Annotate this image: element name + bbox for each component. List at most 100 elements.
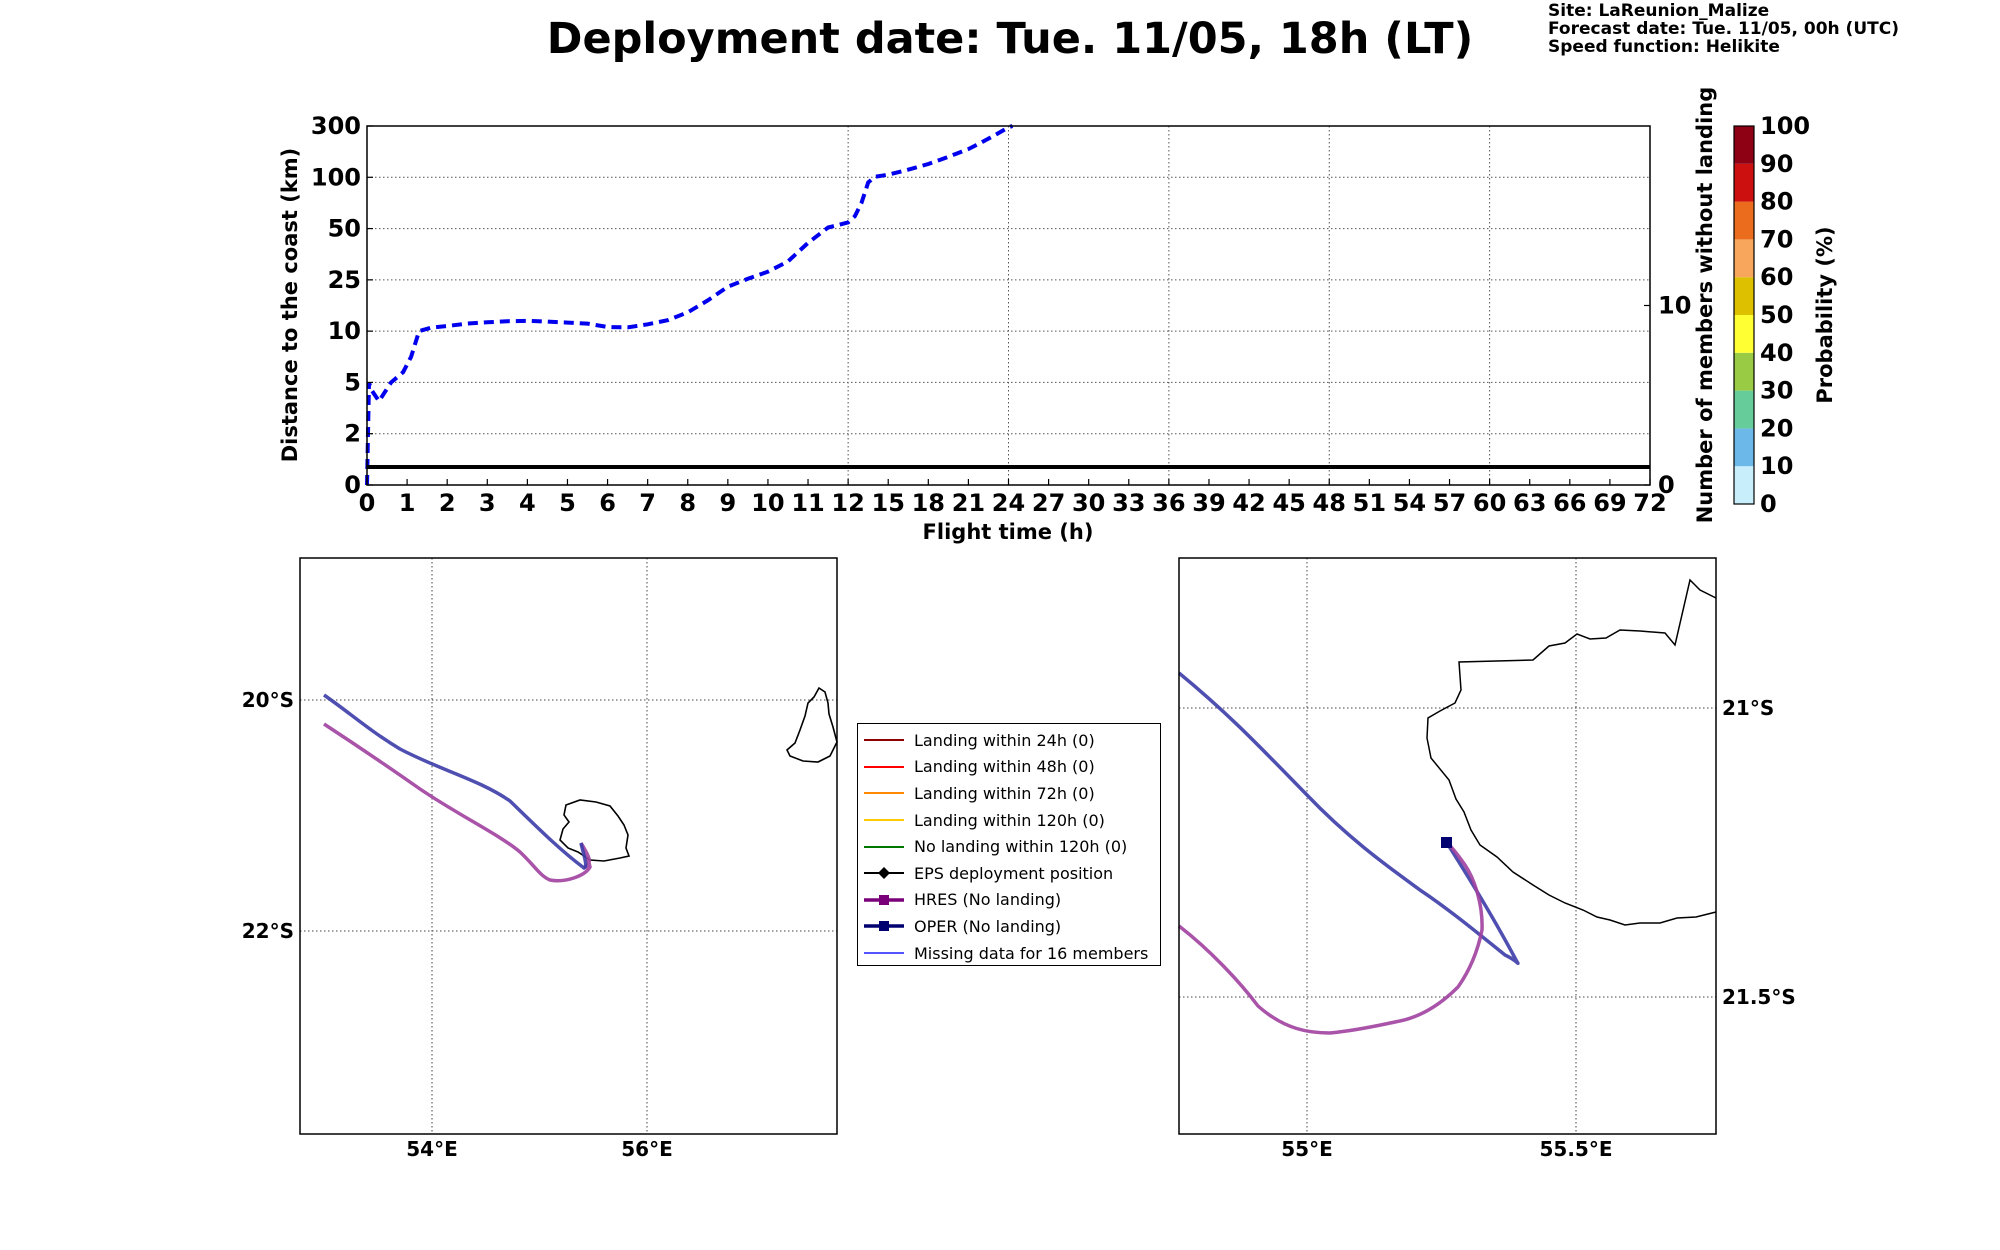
oper-track-overview bbox=[323, 693, 588, 871]
x-tick-label: 57 bbox=[1433, 489, 1466, 517]
mauritius-coastline bbox=[786, 686, 838, 763]
x-tick-label: 45 bbox=[1272, 489, 1305, 517]
legend-swatch bbox=[864, 765, 904, 768]
colorbar-tick-label: 60 bbox=[1760, 263, 1793, 291]
map-legend: Landing within 24h (0) Landing within 48h… bbox=[857, 723, 1161, 966]
x-tick-label: 7 bbox=[639, 489, 656, 517]
site-label: Site: LaReunion_Malize bbox=[1548, 1, 1770, 21]
x-tick-label: 27 bbox=[1032, 489, 1065, 517]
x-tick-label: 51 bbox=[1353, 489, 1386, 517]
lon-label-54e: 54°E bbox=[406, 1137, 458, 1161]
y-tick-label: 2 bbox=[344, 420, 361, 448]
colorbar-tick-label: 20 bbox=[1760, 414, 1793, 442]
legend-item: No landing within 120h (0) bbox=[858, 833, 1160, 860]
y-tick-label: 10 bbox=[328, 317, 361, 345]
legend-label: HRES (No landing) bbox=[914, 890, 1062, 910]
x-tick-label: 10 bbox=[751, 489, 784, 517]
x-tick-label: 6 bbox=[599, 489, 616, 517]
x-tick-label: 72 bbox=[1633, 489, 1666, 517]
colorbar-cell bbox=[1734, 163, 1754, 202]
lat-label-21s: 21°S bbox=[1722, 696, 1774, 720]
speed-function-label: Speed function: Helikite bbox=[1548, 37, 1780, 57]
legend-item: OPER (No landing) bbox=[858, 913, 1160, 940]
legend-swatch bbox=[864, 867, 904, 880]
x-tick-label: 0 bbox=[359, 489, 376, 517]
y2-tick-label: 0 bbox=[1658, 471, 1675, 499]
distance-series-line bbox=[365, 124, 1014, 486]
x-tick-label: 36 bbox=[1152, 489, 1185, 517]
forecast-date-label: Forecast date: Tue. 11/05, 00h (UTC) bbox=[1548, 19, 1899, 39]
legend-item: Landing within 48h (0) bbox=[858, 754, 1160, 781]
oper-track-zoom bbox=[1177, 671, 1520, 966]
legend-swatch bbox=[864, 792, 904, 795]
y-tick-label: 25 bbox=[328, 266, 361, 294]
x-tick-label: 8 bbox=[679, 489, 696, 517]
colorbar-tick-labels: 0 10 20 30 40 50 60 70 80 90 100 bbox=[1760, 112, 1810, 518]
legend-square-marker bbox=[879, 921, 889, 932]
legend-item: Landing within 120h (0) bbox=[858, 807, 1160, 834]
lat-label-21-5s: 21.5°S bbox=[1722, 985, 1796, 1009]
legend-swatch bbox=[864, 894, 904, 905]
x-tick-label: 33 bbox=[1112, 489, 1145, 517]
distance-chart: 0 1 2 3 4 5 6 7 8 9 10 11 12 15 18 21 24 27 30 33 36 39 42 45 48… bbox=[278, 87, 1717, 544]
lat-label-20s: 20°S bbox=[242, 688, 294, 712]
colorbar-tick-label: 70 bbox=[1760, 225, 1793, 253]
legend-swatch bbox=[864, 952, 904, 955]
x-tick-label: 30 bbox=[1072, 489, 1105, 517]
y2-tick-label: 10 bbox=[1658, 292, 1691, 320]
x-tick-label: 18 bbox=[912, 489, 945, 517]
y-tick-label: 0 bbox=[344, 471, 361, 499]
colorbar-cells bbox=[1734, 126, 1754, 504]
hres-track-zoom bbox=[1177, 841, 1484, 1035]
lat-label-22s: 22°S bbox=[242, 919, 294, 943]
lon-label-55e: 55°E bbox=[1281, 1137, 1333, 1161]
legend-swatch bbox=[864, 845, 904, 848]
colorbar-tick-label: 100 bbox=[1760, 112, 1810, 140]
colorbar-cell bbox=[1734, 277, 1754, 315]
colorbar-tick-label: 0 bbox=[1760, 490, 1777, 518]
overview-map: 54°E 56°E 20°S 22°S bbox=[242, 557, 838, 1161]
colorbar-frame bbox=[1733, 125, 1755, 505]
x-tick-label: 48 bbox=[1313, 489, 1346, 517]
distance-grid bbox=[367, 126, 1650, 485]
lon-label-55-5e: 55.5°E bbox=[1539, 1137, 1612, 1161]
x-tick-label: 42 bbox=[1232, 489, 1265, 517]
legend-swatch bbox=[864, 921, 904, 932]
forecast-info: Site: LaReunion_Malize Forecast date: Tu… bbox=[1548, 2, 1899, 56]
legend-diamond-marker bbox=[878, 867, 890, 880]
colorbar-cell bbox=[1734, 428, 1754, 467]
legend-label: No landing within 120h (0) bbox=[914, 837, 1128, 857]
legend-label: Landing within 120h (0) bbox=[914, 810, 1105, 830]
colorbar-cell bbox=[1734, 239, 1754, 278]
x-tick-label: 63 bbox=[1513, 489, 1546, 517]
y-axis-label: Distance to the coast (km) bbox=[278, 148, 302, 463]
zoom-map: 55°E 55.5°E 21°S 21.5°S bbox=[1177, 557, 1796, 1161]
legend-item: HRES (No landing) bbox=[858, 887, 1160, 914]
colorbar-label: Probability (%) bbox=[1813, 226, 1837, 403]
legend-item: Landing within 24h (0) bbox=[858, 727, 1160, 754]
legend-label: Landing within 72h (0) bbox=[914, 783, 1095, 803]
x-tick-label: 69 bbox=[1593, 489, 1626, 517]
colorbar-tick-label: 80 bbox=[1760, 188, 1793, 216]
x-tick-labels: 0 1 2 3 4 5 6 7 8 9 10 11 12 15 18 21 24 27 30 33 36 39 42 45 48… bbox=[359, 479, 1667, 517]
legend-label: EPS deployment position bbox=[914, 863, 1114, 883]
x-tick-label: 15 bbox=[872, 489, 905, 517]
colorbar-cell bbox=[1734, 466, 1754, 504]
overview-map-grid bbox=[300, 558, 837, 1134]
colorbar-tick-label: 10 bbox=[1760, 452, 1793, 480]
y-tick-label: 5 bbox=[344, 368, 361, 396]
legend-label: OPER (No landing) bbox=[914, 916, 1062, 936]
y2-tick-labels: 0 10 bbox=[1644, 292, 1691, 499]
colorbar-tick-label: 30 bbox=[1760, 377, 1793, 405]
x-tick-label: 9 bbox=[719, 489, 736, 517]
chart-title: Deployment date: Tue. 11/05, 18h (LT) bbox=[546, 14, 1474, 64]
reunion-coastline bbox=[559, 799, 631, 862]
x-axis-label: Flight time (h) bbox=[923, 520, 1094, 544]
distance-series bbox=[365, 124, 1650, 486]
x-tick-label: 12 bbox=[831, 489, 864, 517]
reunion-coastline-zoom bbox=[1426, 578, 1717, 926]
y-tick-label: 100 bbox=[311, 163, 361, 191]
colorbar-tick-label: 90 bbox=[1760, 150, 1793, 178]
